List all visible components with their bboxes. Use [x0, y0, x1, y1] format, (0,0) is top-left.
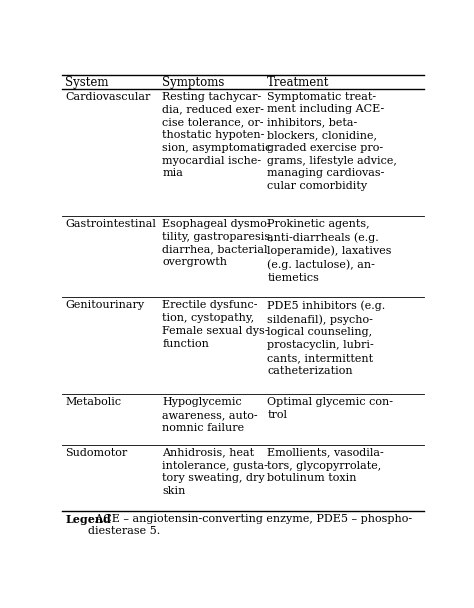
- Text: : ACE – angiotensin-converting enzyme, PDE5 – phospho-
diesterase 5.: : ACE – angiotensin-converting enzyme, P…: [88, 514, 412, 536]
- Text: Symptoms: Symptoms: [162, 76, 225, 89]
- Text: Emollients, vasodila-
tors, glycopyrrolate,
botulinum toxin: Emollients, vasodila- tors, glycopyrrola…: [267, 447, 384, 483]
- Text: PDE5 inhibitors (e.g.
sildenafil), psycho-
logical counseling,
prostacyclin, lub: PDE5 inhibitors (e.g. sildenafil), psych…: [267, 300, 385, 376]
- Text: Legend: Legend: [65, 514, 111, 525]
- Text: Sudomotor: Sudomotor: [65, 447, 128, 458]
- Text: Erectile dysfunc-
tion, cystopathy,
Female sexual dys-
function: Erectile dysfunc- tion, cystopathy, Fema…: [162, 300, 269, 349]
- Text: Cardiovascular: Cardiovascular: [65, 92, 151, 102]
- Text: Anhidrosis, heat
intolerance, gusta-
tory sweating, dry
skin: Anhidrosis, heat intolerance, gusta- tor…: [162, 447, 268, 496]
- Text: Resting tachycar-
dia, reduced exer-
cise tolerance, or-
thostatic hypoten-
sion: Resting tachycar- dia, reduced exer- cis…: [162, 92, 272, 178]
- Text: Prokinetic agents,
anti-diarrheals (e.g.
loperamide), laxatives
(e.g. lactulose): Prokinetic agents, anti-diarrheals (e.g.…: [267, 219, 392, 283]
- Text: Esophageal dysmo-
tility, gastroparesis,
diarrhea, bacterial
overgrowth: Esophageal dysmo- tility, gastroparesis,…: [162, 219, 273, 268]
- Text: Treatment: Treatment: [267, 76, 329, 89]
- Text: Metabolic: Metabolic: [65, 397, 121, 407]
- Text: Symptomatic treat-
ment including ACE-
inhibitors, beta-
blockers, clonidine,
gr: Symptomatic treat- ment including ACE- i…: [267, 92, 397, 192]
- Text: Hypoglycemic
awareness, auto-
nomnic failure: Hypoglycemic awareness, auto- nomnic fai…: [162, 397, 258, 433]
- Text: Genitourinary: Genitourinary: [65, 300, 144, 311]
- Text: Gastrointestinal: Gastrointestinal: [65, 219, 156, 229]
- Text: Optimal glycemic con-
trol: Optimal glycemic con- trol: [267, 397, 393, 420]
- Text: System: System: [65, 76, 109, 89]
